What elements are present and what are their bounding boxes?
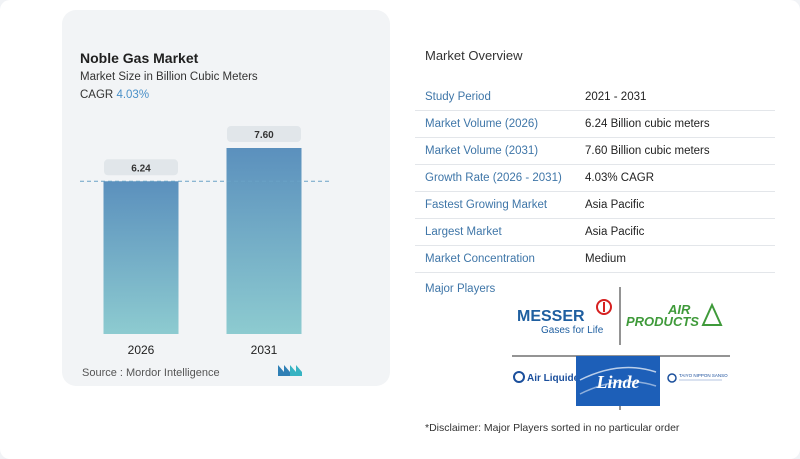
chart-title: Noble Gas Market [80, 50, 199, 66]
overview-row: Market Volume (2026) 6.24 Billion cubic m… [415, 111, 775, 138]
row-key: Market Concentration [425, 253, 535, 265]
data-label-bg [227, 126, 301, 142]
row-key: Largest Market [425, 226, 502, 238]
bar-2031 [226, 148, 302, 334]
data-label: 6.24 [131, 163, 151, 174]
x-tick-label: 2026 [128, 343, 155, 357]
air-products-logo: AIR PRODUCTS [626, 302, 723, 329]
cagr-label: CAGR [80, 89, 114, 101]
air-products-logo-text2: PRODUCTS [626, 314, 699, 329]
source-text: Source : Mordor Intelligence [82, 367, 220, 379]
data-label-bg [104, 159, 178, 176]
air-liquide-logo-text: Air Liquide [527, 373, 580, 384]
overview-row: Market Concentration Medium [415, 246, 775, 273]
chart-subtitle: Market Size in Billion Cubic Meters [80, 71, 258, 83]
row-key: Market Volume (2031) [425, 145, 539, 157]
overview-row: Fastest Growing Market Asia Pacific [415, 192, 775, 219]
overview-row: Growth Rate (2026 - 2031) 4.03% CAGR [415, 165, 775, 192]
major-players-label: Major Players [425, 283, 496, 295]
row-value: 4.03% CAGR [585, 172, 655, 184]
linde-logo: Linde [576, 356, 660, 406]
row-key: Market Volume (2026) [425, 118, 539, 130]
bar-2026 [103, 181, 179, 334]
messer-logo: MESSER Gases for Life [517, 299, 612, 336]
disclaimer-text: *Disclaimer: Major Players sorted in no … [425, 422, 680, 434]
messer-logo-text: MESSER [517, 308, 585, 325]
overview-row: Largest Market Asia Pacific [415, 219, 775, 246]
row-key: Study Period [425, 91, 491, 103]
row-value: 6.24 Billion cubic meters [585, 118, 710, 130]
taiyo-nippon-sanso-logo: TAIYO NIPPON SANSO [667, 373, 728, 383]
overview-table: Study Period 2021 - 2031 Market Volume (2… [415, 84, 775, 273]
row-value: 2021 - 2031 [585, 91, 647, 103]
row-key: Fastest Growing Market [425, 199, 548, 211]
x-tick-label: 2031 [251, 343, 278, 357]
messer-emblem-icon [596, 299, 612, 315]
air-products-logo-text1: AIR [667, 302, 691, 317]
taiyo-logo-text: TAIYO NIPPON SANSO [679, 373, 728, 378]
row-key: Growth Rate (2026 - 2031) [425, 172, 562, 184]
chart-card: 6.24 2026 7.60 2031 Noble Gas Market Market… [62, 10, 390, 386]
row-value: Medium [585, 253, 626, 265]
air-liquide-emblem-icon [513, 371, 525, 383]
row-value: Asia Pacific [585, 199, 645, 211]
linde-logo-text: Linde [596, 372, 640, 392]
bar-chart: 6.24 2026 7.60 2031 [80, 126, 330, 357]
overview-row: Market Volume (2031) 7.60 Billion cubic m… [415, 138, 775, 165]
row-value: 7.60 Billion cubic meters [585, 145, 710, 157]
market-overview-title: Market Overview [425, 48, 523, 63]
data-label: 7.60 [254, 130, 274, 141]
messer-logo-tagline: Gases for Life [541, 325, 604, 336]
row-value: Asia Pacific [585, 226, 645, 238]
mordor-logo-icon [278, 365, 302, 376]
air-liquide-logo: Air Liquide [513, 371, 580, 384]
taiyo-emblem-icon [667, 373, 677, 383]
cagr-value: 4.03% [116, 89, 150, 101]
air-products-emblem-icon [701, 302, 723, 326]
overview-row: Study Period 2021 - 2031 [415, 84, 775, 111]
cagr-text: CAGR 4.03% [80, 89, 149, 101]
